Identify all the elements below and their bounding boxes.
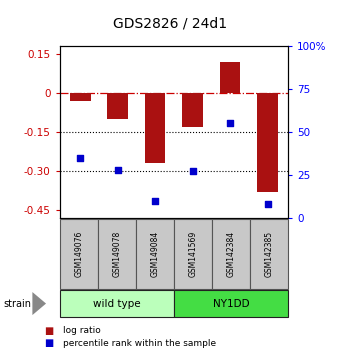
Point xyxy=(190,169,195,174)
Text: ■: ■ xyxy=(44,338,54,348)
Bar xyxy=(182,93,203,127)
Point xyxy=(227,120,233,126)
Text: ■: ■ xyxy=(44,326,54,336)
Polygon shape xyxy=(32,292,46,315)
Text: strain: strain xyxy=(3,298,31,309)
Text: GSM141569: GSM141569 xyxy=(189,231,197,277)
Point xyxy=(152,198,158,203)
Bar xyxy=(220,62,240,93)
Text: GSM149076: GSM149076 xyxy=(74,231,83,277)
Text: NY1DD: NY1DD xyxy=(213,298,249,309)
Text: GSM142384: GSM142384 xyxy=(226,231,236,277)
Text: log ratio: log ratio xyxy=(63,326,101,336)
Text: GDS2826 / 24d1: GDS2826 / 24d1 xyxy=(114,16,227,30)
Text: GSM149084: GSM149084 xyxy=(150,231,159,277)
Point xyxy=(265,201,270,207)
Text: percentile rank within the sample: percentile rank within the sample xyxy=(63,339,216,348)
Text: wild type: wild type xyxy=(93,298,140,309)
Bar xyxy=(70,93,91,101)
Text: GSM149078: GSM149078 xyxy=(112,231,121,277)
Point xyxy=(77,155,83,160)
Bar xyxy=(257,93,278,192)
Bar xyxy=(107,93,128,119)
Text: GSM142385: GSM142385 xyxy=(265,231,273,277)
Point xyxy=(115,167,120,172)
Bar xyxy=(145,93,165,163)
